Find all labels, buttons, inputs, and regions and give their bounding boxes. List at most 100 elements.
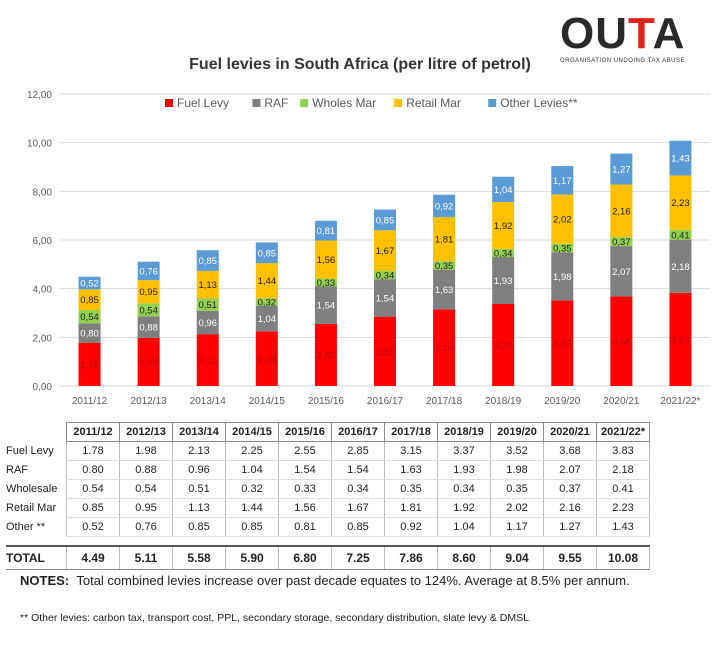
bar-segment <box>255 263 278 299</box>
bar-segment <box>374 316 396 386</box>
table-cell: 1.98 <box>490 460 544 480</box>
total-cell: 9.04 <box>490 545 544 570</box>
table-cell: 1.93 <box>437 460 491 480</box>
data-label: 0,80 <box>80 328 99 339</box>
bar-segment <box>551 243 574 253</box>
data-label: 1,54 <box>317 301 336 312</box>
bar-segment <box>314 323 337 386</box>
data-label: 1,04 <box>258 314 277 325</box>
data-label: 0,92 <box>435 201 454 212</box>
total-cell: 7.25 <box>331 545 385 570</box>
table-cell: 0.81 <box>278 517 332 537</box>
table-cell: 0.85 <box>172 517 226 537</box>
row-label: Wholesale <box>6 483 58 495</box>
data-label: 1,56 <box>317 255 336 266</box>
data-label: 1,54 <box>376 293 395 304</box>
data-label: 2,02 <box>553 215 572 226</box>
notes-label: NOTES: <box>20 573 70 588</box>
bar-segment <box>433 217 456 262</box>
bar-segment <box>610 184 633 238</box>
table-cell: 1.27 <box>543 517 597 537</box>
bar-segment <box>374 209 396 231</box>
table-cell: 1.54 <box>331 460 385 480</box>
total-cell: 8.60 <box>437 545 491 570</box>
y-tick-label: 12,00 <box>27 90 52 101</box>
table-cell: 0.54 <box>66 479 120 499</box>
table-cell: 0.34 <box>437 479 491 499</box>
table-cell: 0.35 <box>384 479 438 499</box>
footnote: ** Other levies: carbon tax, transport c… <box>20 612 529 624</box>
bar-segment <box>551 194 574 244</box>
table-header-cell: 2020/21 <box>543 422 597 442</box>
table-cell: 0.85 <box>225 517 279 537</box>
bar-segment <box>255 305 278 332</box>
table-header-cell: 2017/18 <box>384 422 438 442</box>
data-label: 0,34 <box>494 248 513 259</box>
row-label: Fuel Levy <box>6 445 54 457</box>
table-cell: 2.85 <box>331 441 385 461</box>
bar-segment <box>551 252 574 301</box>
row-label: RAF <box>6 464 28 476</box>
total-cell: 9.55 <box>543 545 597 570</box>
bar-segment <box>492 176 515 203</box>
data-label: 0,51 <box>198 300 217 311</box>
data-label: 1,81 <box>435 235 454 246</box>
data-label: 2,55 <box>317 350 336 361</box>
legend-label: Other Levies** <box>500 96 578 110</box>
data-label: 1,44 <box>258 276 277 287</box>
y-tick-label: 8,00 <box>33 187 53 198</box>
notes: NOTES: Total combined levies increase ov… <box>20 573 630 588</box>
data-label: 2,18 <box>671 262 690 273</box>
bar-segment <box>255 331 278 386</box>
data-label: 2,23 <box>671 198 690 209</box>
data-label: 0,85 <box>376 215 395 226</box>
table-cell: 2.55 <box>278 441 332 461</box>
data-label: 0,54 <box>139 305 158 316</box>
data-label: 2,13 <box>198 356 217 367</box>
bar-segment <box>137 280 160 304</box>
x-tick-label: 2020/21 <box>603 396 640 407</box>
table-cell: 1.98 <box>119 441 173 461</box>
table-row: RAF 0.80 0.88 0.96 1.04 1.54 1.54 1.63 1.93 1.98 2… <box>6 460 650 480</box>
table-header-cell: 2021/22* <box>596 422 650 442</box>
table-cell: 0.76 <box>119 517 173 537</box>
bar-segment <box>255 242 278 264</box>
bar-segment <box>669 239 692 293</box>
total-cell: 6.80 <box>278 545 332 570</box>
bar-segment <box>610 246 633 297</box>
bar-segment <box>610 296 633 386</box>
x-tick-label: 2015/16 <box>308 396 345 407</box>
bar-segment <box>137 316 160 338</box>
bar-segment <box>78 289 101 311</box>
table-cell: 0.80 <box>66 460 120 480</box>
bar-segment <box>669 175 692 230</box>
y-tick-label: 10,00 <box>27 139 52 150</box>
data-label: 2,25 <box>258 354 277 365</box>
bar-segment <box>433 309 456 386</box>
total-cell: 5.58 <box>172 545 226 570</box>
table-header-cell: 2018/19 <box>437 422 491 442</box>
y-tick-label: 6,00 <box>33 236 53 247</box>
table-cell: 0.41 <box>596 479 650 499</box>
data-label: 3,68 <box>612 337 631 348</box>
table-row: Retail Mar 0.85 0.95 1.13 1.44 1.56 1.67 1.81 1.… <box>6 498 650 518</box>
data-label: 0,96 <box>198 318 217 329</box>
table-cell: 1.92 <box>437 498 491 518</box>
data-label: 2,07 <box>612 267 631 278</box>
bar-segment <box>314 220 337 241</box>
row-label: Other ** <box>6 521 46 533</box>
bar-segment <box>669 229 692 240</box>
table-cell: 1.67 <box>331 498 385 518</box>
total-row: TOTAL 4.49 5.11 5.58 5.90 6.80 7.25 7.86 8.60 9.0… <box>6 545 650 570</box>
table-cell: 0.96 <box>172 460 226 480</box>
data-label: 1,98 <box>553 272 572 283</box>
data-label: 1,13 <box>198 280 217 291</box>
data-label: 1,17 <box>553 176 572 187</box>
data-label: 1,93 <box>494 276 513 287</box>
data-label: 0,85 <box>80 295 99 306</box>
total-cell: 10.08 <box>596 545 650 570</box>
table-row: Fuel Levy 1.78 1.98 2.13 2.25 2.55 2.85 3.15 3.3… <box>6 441 650 461</box>
total-label: TOTAL <box>6 545 67 570</box>
bar-segment <box>196 250 219 271</box>
table-cell: 0.88 <box>119 460 173 480</box>
